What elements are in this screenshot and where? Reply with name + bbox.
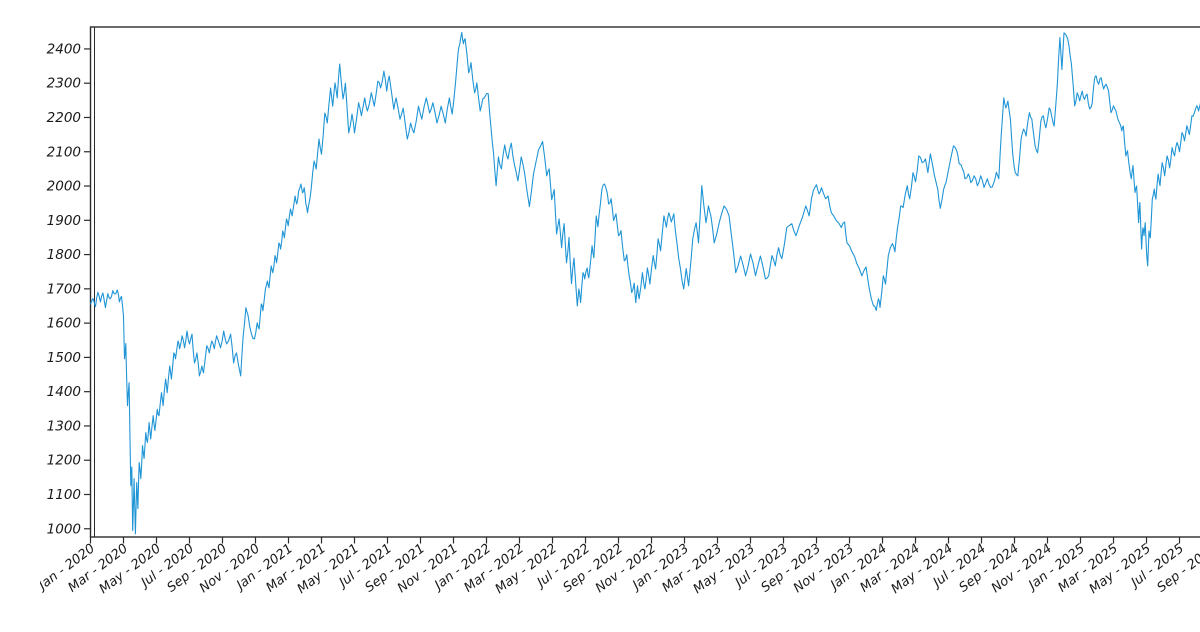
y-tick-label: 1700 xyxy=(47,281,81,297)
y-tick-label: 1400 xyxy=(47,384,81,400)
y-tick-label: 1000 xyxy=(47,521,81,537)
y-tick-label: 2400 xyxy=(47,41,81,57)
y-tick-label: 1500 xyxy=(47,350,81,366)
y-tick-label: 1800 xyxy=(47,247,81,263)
y-tick-label: 2100 xyxy=(47,144,81,160)
series-line-price xyxy=(91,29,1200,534)
price-history-chart: 1000 1100 1200 1300 1400 1500 1600 1700 1800 1900… xyxy=(40,16,1200,616)
y-tick-label: 2300 xyxy=(47,76,81,92)
y-tick-label: 1200 xyxy=(47,453,81,469)
y-tick-label: 1300 xyxy=(47,418,81,434)
y-tick-label: 1900 xyxy=(47,213,81,229)
chart-canvas: 1000 1100 1200 1300 1400 1500 1600 1700 1800 1900… xyxy=(40,16,1200,616)
y-tick-label: 2000 xyxy=(47,179,81,195)
plot-frame xyxy=(91,27,1200,537)
y-tick-label: 2200 xyxy=(47,110,81,126)
y-tick-label: 1600 xyxy=(47,316,81,332)
y-tick-label: 1100 xyxy=(47,487,81,503)
